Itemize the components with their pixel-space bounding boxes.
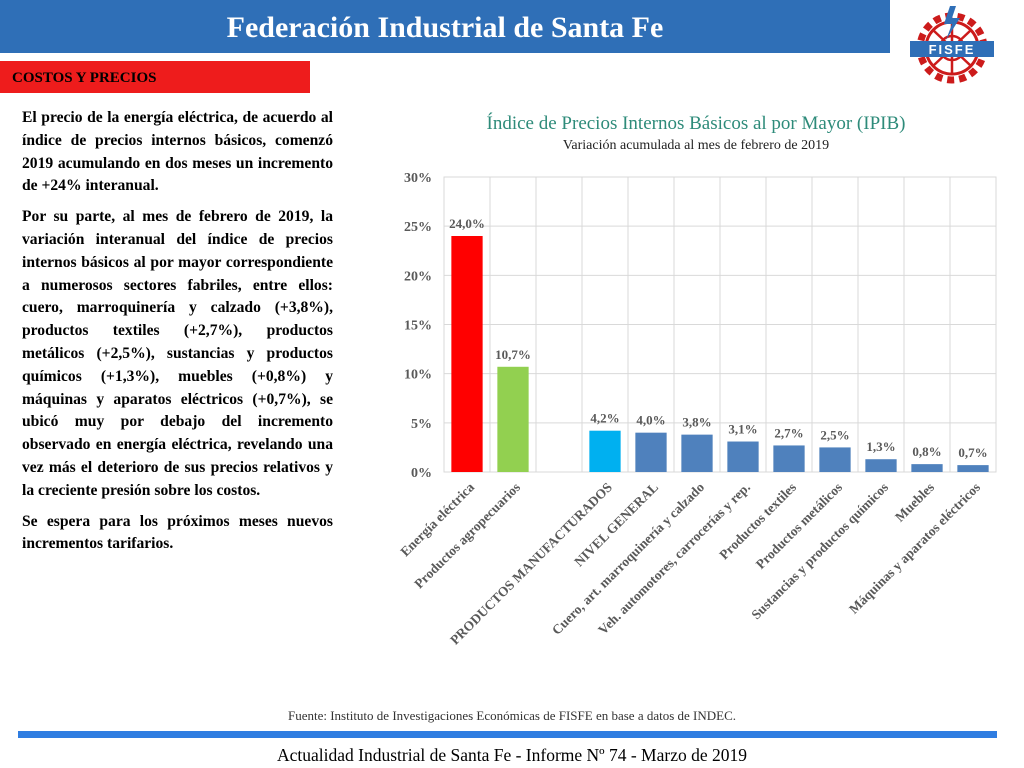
footer-rule	[18, 731, 997, 738]
y-tick-label: 0%	[411, 466, 432, 481]
logo-band	[910, 41, 994, 57]
bar	[911, 464, 943, 472]
data-label: 0,7%	[958, 445, 987, 460]
paragraph-3: Se espera para los próximos meses nuevos…	[22, 512, 333, 553]
source-note: Fuente: Instituto de Investigaciones Eco…	[287, 708, 737, 723]
data-label: 10,7%	[495, 347, 531, 362]
y-tick-label: 20%	[404, 269, 432, 284]
bar	[451, 236, 483, 472]
bar	[957, 465, 989, 472]
bar	[635, 432, 667, 472]
lightning-icon	[944, 6, 960, 40]
ipib-bar-chart: Índice de Precios Internos Básicos al po…	[397, 112, 997, 648]
fisfe-logo: FISFE	[910, 6, 994, 84]
paragraph-2: Por su parte, al mes de febrero de 2019,…	[22, 208, 333, 499]
bar	[819, 447, 851, 472]
y-tick-label: 30%	[404, 171, 432, 186]
x-tick-label: Productos metálicos	[753, 480, 845, 572]
bar	[865, 459, 897, 472]
data-label: 0,8%	[912, 444, 941, 459]
section-tag: COSTOS Y PRECIOS	[0, 61, 310, 93]
data-label: 2,5%	[820, 427, 849, 442]
header-bar	[0, 0, 890, 53]
bar	[681, 434, 713, 472]
y-tick-label: 15%	[404, 319, 432, 334]
data-label: 3,1%	[728, 422, 757, 437]
page-title: Federación Industrial de Santa Fe	[226, 11, 664, 44]
chart-title: Índice de Precios Internos Básicos al po…	[487, 112, 906, 134]
bar	[727, 441, 759, 472]
y-tick-label: 10%	[404, 368, 432, 383]
data-label: 4,0%	[636, 413, 665, 428]
paragraph-1: El precio de la energía eléctrica, de ac…	[22, 109, 333, 195]
x-tick-label: Muebles	[892, 480, 937, 525]
logo-text: FISFE	[929, 42, 976, 57]
x-tick-label: PRODUCTOS MANUFACTURADOS	[447, 480, 615, 648]
bar	[589, 430, 621, 472]
chart-subtitle: Variación acumulada al mes de febrero de…	[563, 138, 829, 153]
y-tick-label: 5%	[411, 417, 432, 432]
bar	[497, 366, 529, 472]
body-text: El precio de la energía eléctrica, de ac…	[22, 107, 333, 564]
bar	[773, 445, 805, 472]
footer-text: Actualidad Industrial de Santa Fe - Info…	[276, 745, 747, 765]
data-label: 4,2%	[590, 411, 619, 426]
data-label: 2,7%	[774, 425, 803, 440]
data-label: 1,3%	[866, 439, 895, 454]
data-label: 3,8%	[682, 415, 711, 430]
data-label: 24,0%	[449, 216, 485, 231]
x-tick-label: NIVEL GENERAL	[571, 480, 661, 570]
y-tick-label: 25%	[404, 220, 432, 235]
